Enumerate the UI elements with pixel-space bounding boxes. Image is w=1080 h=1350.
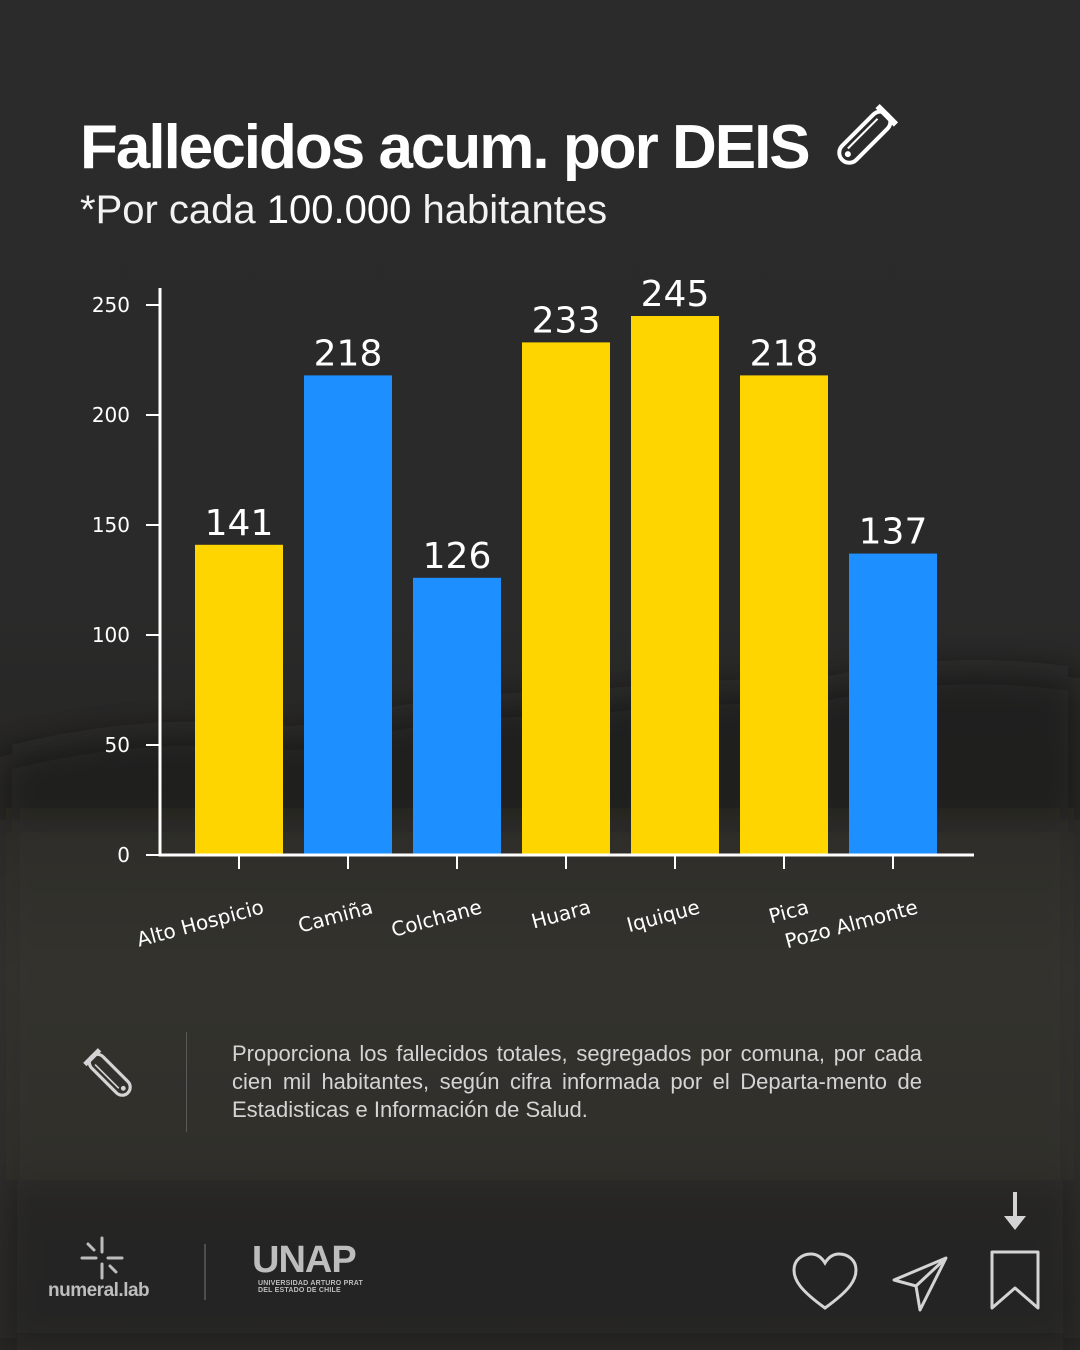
x-tick-label: Alto Hospicio (134, 895, 266, 952)
bar (195, 544, 283, 854)
bar (522, 342, 610, 854)
chart-title: Fallecidos acum. por DEIS (80, 113, 811, 182)
download-arrow-icon[interactable] (1000, 1190, 1030, 1234)
logo-divider (204, 1244, 206, 1300)
send-icon[interactable] (890, 1252, 952, 1314)
unap-name: UNAP (252, 1239, 357, 1281)
x-tick-label: Huara (529, 895, 594, 934)
y-tick-label: 250 (92, 293, 130, 317)
numeral-lab-name: numeral.lab (48, 1280, 150, 1301)
test-tube-icon (83, 1048, 132, 1097)
bar (740, 375, 828, 854)
unap-logo: UNAP UNIVERSIDAD ARTURO PRAT DEL ESTADO D… (252, 1240, 372, 1300)
bar-chart: 0 50 100 150 200 250 141 Alto Hospicio 218 Camiña… (92, 274, 974, 953)
data-label: 245 (641, 274, 710, 315)
bar (849, 553, 937, 854)
data-label: 218 (750, 333, 819, 374)
x-tick-label: Iquique (624, 895, 702, 937)
numeral-lab-logo: numeral.lab (48, 1236, 160, 1306)
heart-icon[interactable] (790, 1250, 860, 1314)
bar (304, 375, 392, 854)
description-divider (186, 1032, 187, 1132)
y-tick-label: 150 (92, 513, 130, 537)
subtitle-suffix: habitantes (411, 188, 608, 232)
y-tick-label: 0 (117, 843, 130, 867)
unap-subtitle: UNIVERSIDAD ARTURO PRAT DEL ESTADO DE CHI… (258, 1280, 363, 1294)
data-label: 137 (859, 512, 928, 553)
chart-subtitle: *Por cada 100.000 habitantes (80, 186, 607, 234)
bar (413, 577, 501, 854)
subtitle-prefix: *Por cada (80, 188, 267, 232)
subtitle-number: 100.000 (266, 188, 412, 232)
data-label: 233 (532, 300, 601, 341)
bar (631, 316, 719, 854)
test-tube-icon (837, 103, 899, 165)
y-tick-label: 50 (105, 733, 130, 757)
x-tick-label: Colchane (389, 895, 485, 942)
description-text: Proporciona los fallecidos totales, segr… (232, 1041, 922, 1122)
x-tick-label: Camiña (295, 895, 375, 938)
y-tick-label: 100 (92, 623, 130, 647)
y-tick-label: 200 (92, 403, 130, 427)
numeral-mark-icon (80, 1236, 124, 1280)
bookmark-icon[interactable] (988, 1248, 1042, 1314)
data-label: 141 (205, 503, 274, 544)
data-label: 126 (423, 536, 492, 577)
data-label: 218 (314, 333, 383, 374)
